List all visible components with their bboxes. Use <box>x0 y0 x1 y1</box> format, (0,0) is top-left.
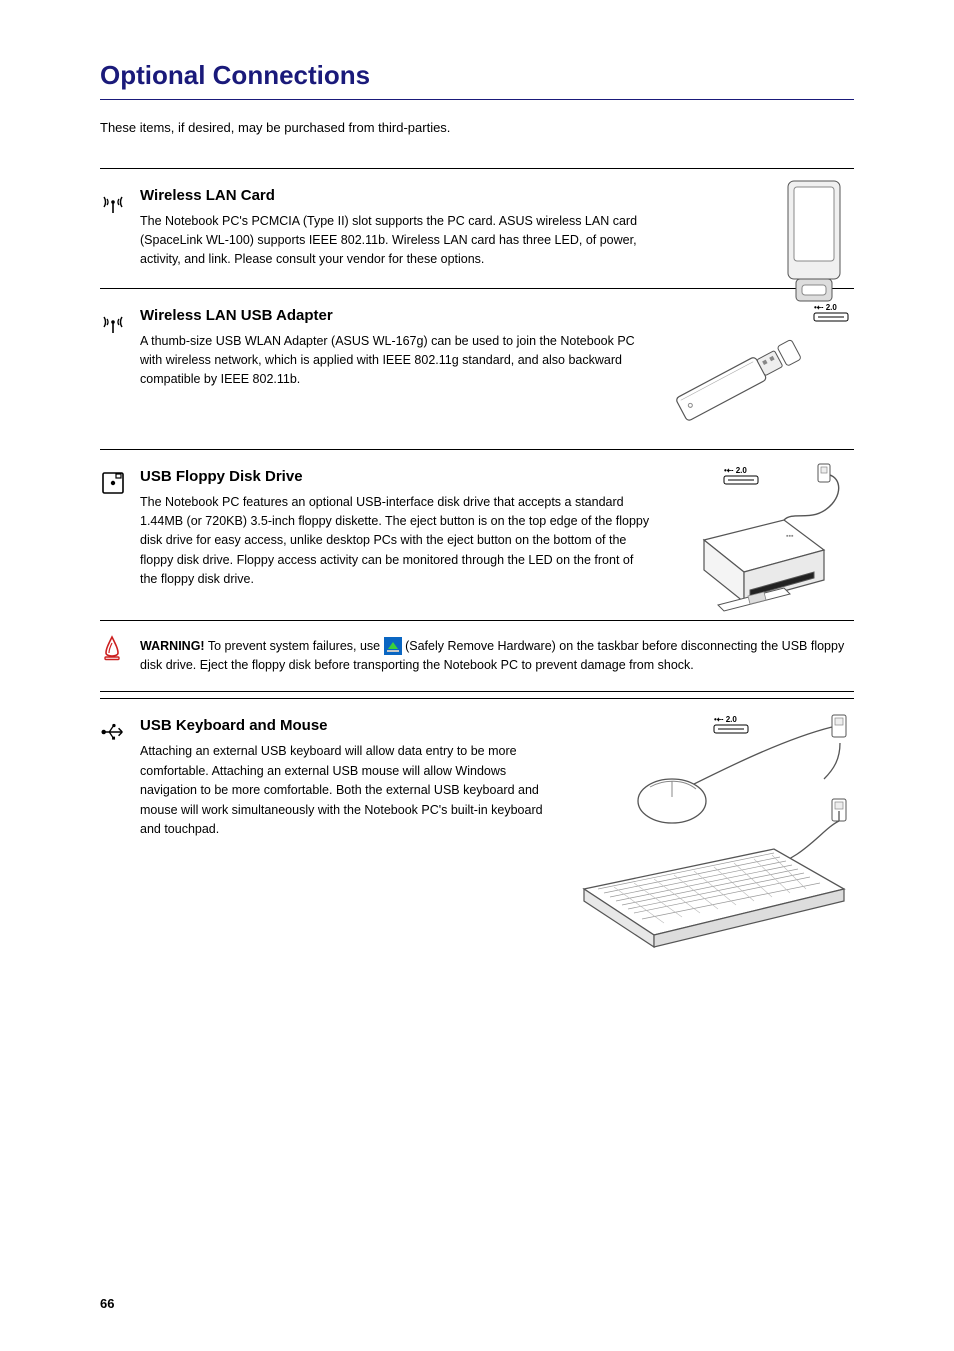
page-number: 66 <box>100 1296 114 1311</box>
item-usb-kbms: USB Keyboard and Mouse Attaching an exte… <box>100 699 854 959</box>
usb-icon <box>100 719 126 745</box>
item-title: Wireless LAN Card <box>140 187 854 204</box>
section-intro: These items, if desired, may be purchase… <box>100 118 854 138</box>
item-wlan-card: Wireless LAN Card The Notebook PC's PCMC… <box>100 169 854 288</box>
title-rule <box>100 99 854 100</box>
keyboard-mouse-illustration <box>564 709 864 974</box>
svg-text:•⇠ 2.0: •⇠ 2.0 <box>814 303 837 312</box>
antenna-icon <box>100 309 126 335</box>
usb-stick-illustration <box>644 321 824 446</box>
floppy-icon <box>100 470 126 496</box>
item-body: The Notebook PC's PCMCIA (Type II) slot … <box>140 212 854 270</box>
floppy-drive-illustration: ▪▪▪ <box>664 460 854 625</box>
svg-text:▪▪▪: ▪▪▪ <box>786 533 794 540</box>
page-footer: 66 <box>0 1296 954 1311</box>
warning-note: WARNING! To prevent system failures, use… <box>100 621 854 692</box>
safely-remove-hardware-icon <box>384 637 402 655</box>
antenna-icon <box>100 189 126 215</box>
item-usb-floppy: USB Floppy Disk Drive The Notebook PC fe… <box>100 450 854 620</box>
divider <box>100 691 854 692</box>
warning-text-before: To prevent system failures, use <box>208 639 384 653</box>
item-wlan-usb: Wireless LAN USB Adapter A thumb-size US… <box>100 289 854 449</box>
section-title: Optional Connections <box>100 60 370 90</box>
warning-label: WARNING! <box>140 639 205 653</box>
warning-icon <box>100 635 126 661</box>
